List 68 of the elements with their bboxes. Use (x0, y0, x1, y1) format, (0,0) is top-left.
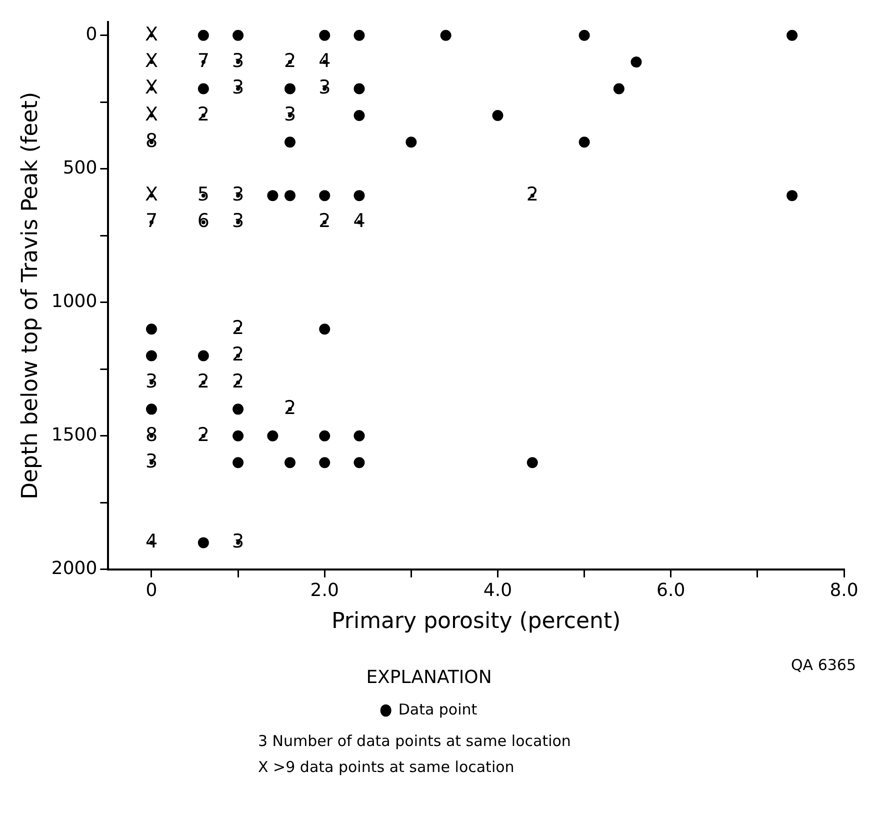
point (526, 457, 538, 468)
text: QA 6365 (790, 656, 856, 674)
point (354, 430, 365, 442)
point (284, 190, 296, 202)
legend-title: EXPLANATION (366, 667, 492, 688)
annotation: 3 (318, 76, 331, 99)
point (354, 83, 365, 94)
text: X >9 data points at same location (258, 757, 516, 778)
annotation: 3 (145, 450, 158, 473)
point (319, 457, 330, 468)
y-tick-label: 1000 (51, 291, 98, 312)
point (354, 190, 365, 202)
point (440, 30, 452, 41)
y-tick-label: 500 (62, 158, 98, 179)
y-tick-label: 2000 (51, 558, 98, 580)
y-axis-title: Depth below top of Travis Peak (feet) (18, 92, 43, 500)
point (613, 83, 624, 94)
point (284, 457, 296, 468)
point (267, 430, 278, 442)
point (198, 537, 209, 548)
point (284, 136, 296, 148)
point (354, 30, 365, 41)
annotation: 8 (145, 424, 158, 446)
point (146, 350, 157, 362)
annotation: 6 (197, 210, 210, 232)
point (406, 136, 417, 148)
point (146, 404, 157, 415)
annotation: 3 (232, 50, 244, 72)
point (319, 430, 330, 442)
point (198, 83, 209, 94)
annotation: 8 (145, 130, 158, 152)
point (267, 190, 278, 202)
point (578, 30, 590, 41)
point (354, 110, 365, 121)
x-axis-title: Primary porosity (percent) (332, 608, 621, 634)
annotation: 3 (232, 530, 244, 553)
point (786, 30, 798, 41)
annotation: 3 (232, 76, 244, 99)
y-tick-label: 1500 (51, 424, 98, 446)
point (232, 457, 244, 468)
annotation: 3 (232, 184, 244, 206)
annotation: 3 (145, 370, 158, 392)
point (354, 457, 365, 468)
point (630, 56, 642, 68)
x-tick-label: 8.0 (830, 580, 858, 601)
point (319, 30, 330, 41)
text: 3 Number of data points at same location (258, 731, 572, 752)
point (786, 190, 798, 202)
annotation: 5 (197, 184, 210, 206)
point (319, 324, 330, 335)
x-tick-label: 4.0 (483, 580, 512, 601)
annotation: 3 (284, 103, 296, 126)
point (232, 404, 244, 415)
y-tick-label: 0 (86, 24, 98, 46)
point (232, 30, 244, 41)
x-tick-label: 0 (146, 580, 158, 601)
point (198, 350, 209, 362)
point (578, 136, 590, 148)
point (232, 430, 244, 442)
point (198, 30, 209, 41)
annotation: 3 (232, 210, 244, 232)
point (492, 110, 504, 121)
point (146, 324, 157, 335)
x-tick-label: 2.0 (310, 580, 339, 601)
legend-label: Data point (398, 700, 478, 718)
point (319, 190, 330, 202)
point (284, 83, 296, 94)
x-tick-label: 6.0 (656, 580, 686, 601)
